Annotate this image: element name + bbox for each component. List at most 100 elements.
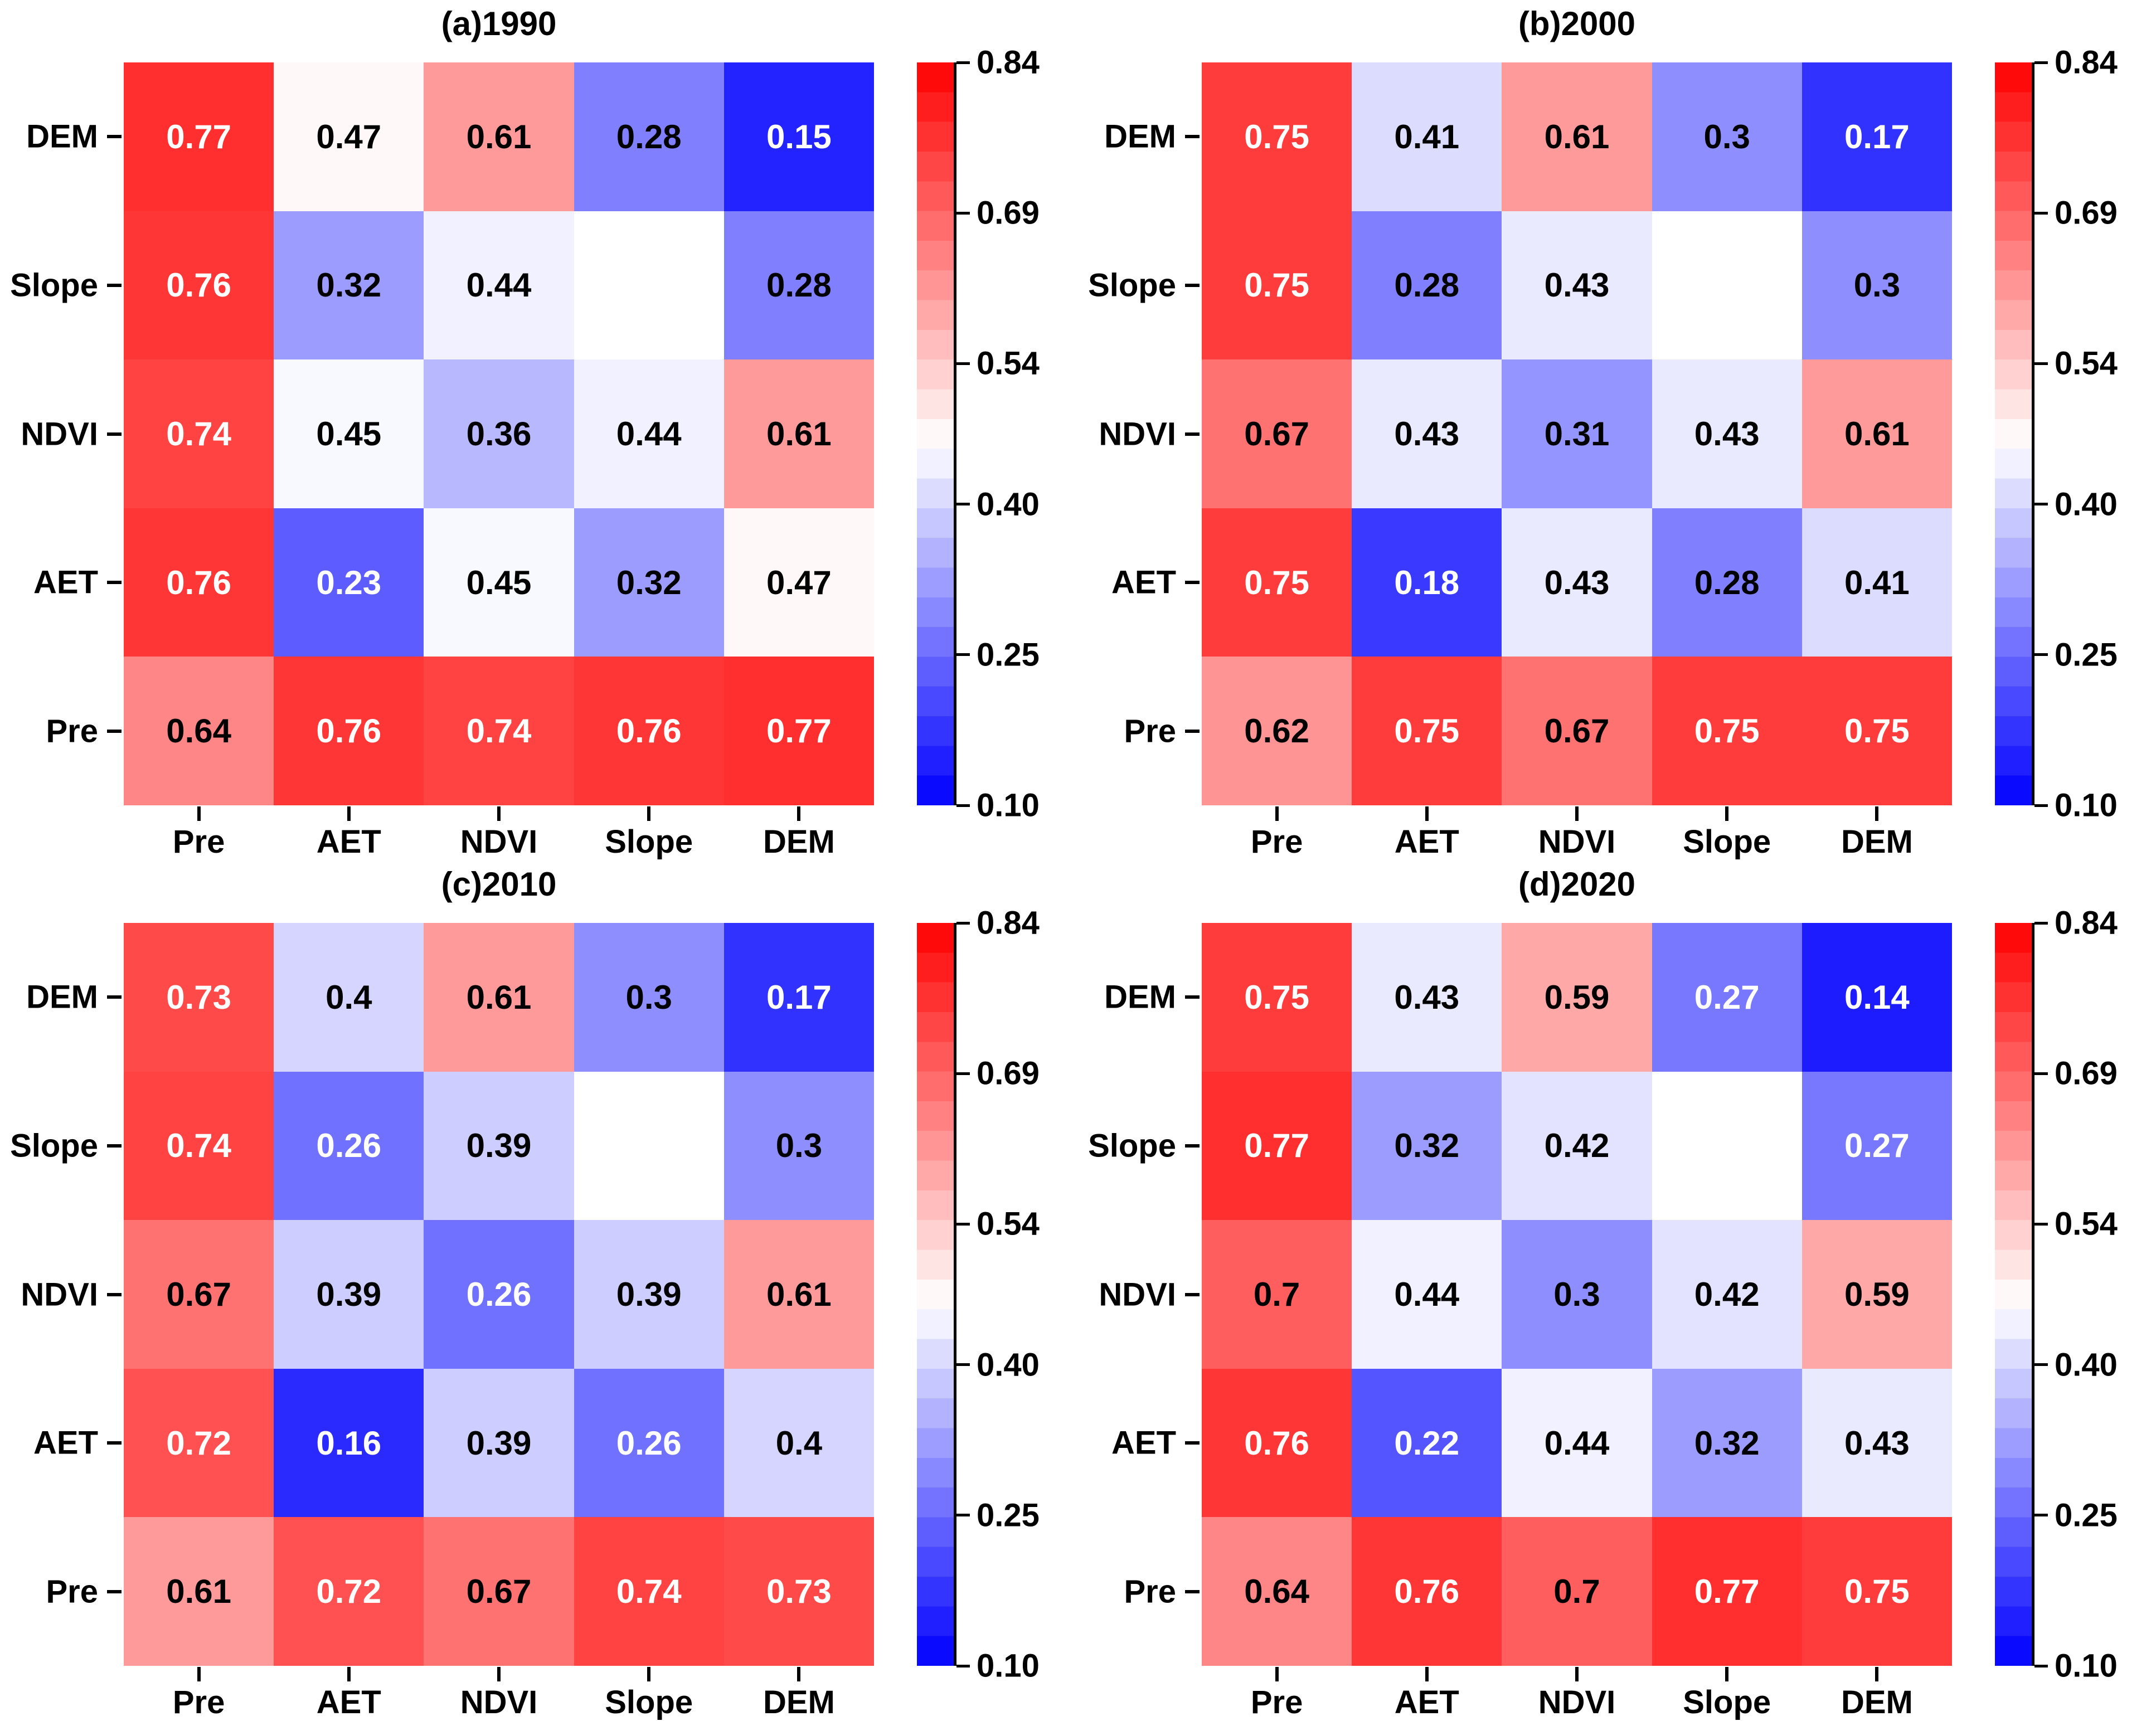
heatmap-cell: 0.28 (723, 211, 874, 360)
heatmap-cell: 0.31 (1502, 359, 1652, 508)
y-axis-tick (107, 729, 122, 733)
heatmap-cell: 0.62 (1202, 657, 1352, 805)
x-axis-tick (647, 806, 651, 821)
colorbar-tick-label: 0.69 (2055, 1055, 2118, 1092)
colorbar-tick (2034, 1664, 2048, 1667)
row-label-ndvi: NDVI (21, 1276, 98, 1312)
row-label-pre: Pre (1124, 1573, 1176, 1610)
heatmap-panel-d: (d)2020 DEM Slope NDVI AET Pre 0.75 0.43 0.59 0… (1078, 860, 2156, 1721)
x-axis-tick (1275, 806, 1279, 821)
heatmap-cell (574, 1071, 724, 1221)
heatmap-cell: 0.39 (274, 1220, 424, 1369)
col-label-aet: AET (316, 824, 381, 860)
y-axis-tick (1185, 1144, 1200, 1148)
col-label-dem: DEM (1841, 824, 1913, 860)
x-axis-tick (1575, 806, 1579, 821)
colorbar-tick-label: 0.25 (2055, 1497, 2118, 1534)
y-axis-labels: DEM Slope NDVI AET Pre (1078, 923, 1202, 1666)
colorbar-tick (956, 1072, 970, 1075)
colorbar-gradient (917, 923, 954, 1666)
heatmap-grid: 0.77 0.47 0.61 0.28 0.15 0.76 0.32 0.44 0.28 0.74… (124, 62, 874, 805)
y-axis-tick (1185, 1292, 1200, 1296)
y-axis-tick (107, 581, 122, 585)
col-label-dem: DEM (763, 1684, 835, 1720)
x-axis-labels: Pre AET NDVI Slope DEM (1202, 805, 1952, 860)
heatmap-cell: 0.67 (424, 1517, 574, 1666)
colorbar-gradient (1995, 923, 2032, 1666)
y-axis-tick (107, 995, 122, 999)
x-axis-tick (1275, 1667, 1279, 1681)
heatmap-cell: 0.39 (424, 1071, 574, 1221)
colorbar-tick (956, 1222, 970, 1226)
y-axis-tick (107, 1589, 122, 1593)
colorbar-tick-label: 0.25 (977, 1497, 1040, 1534)
heatmap-cell: 0.76 (124, 508, 274, 657)
col-label-aet: AET (1394, 1684, 1459, 1720)
row-label-ndvi: NDVI (1099, 1276, 1176, 1312)
col-label-aet: AET (1394, 824, 1459, 860)
colorbar-gradient (917, 62, 954, 805)
heatmap-cell: 0.26 (424, 1220, 574, 1369)
heatmap-cell: 0.32 (1652, 1368, 1802, 1518)
heatmap-cell: 0.45 (274, 359, 424, 508)
heatmap-cell: 0.28 (1352, 211, 1502, 360)
heatmap-cell: 0.4 (274, 923, 424, 1072)
colorbar-tick-label: 0.54 (2055, 1205, 2118, 1242)
colorbar-tick (2034, 1514, 2048, 1517)
x-axis-labels: Pre AET NDVI Slope DEM (124, 805, 874, 860)
heatmap-cell: 0.41 (1352, 62, 1502, 211)
heatmap-cell: 0.77 (1202, 1071, 1352, 1221)
colorbar-tick (956, 1363, 970, 1367)
heatmap-cell: 0.74 (124, 359, 274, 508)
x-axis-tick (347, 1667, 351, 1681)
colorbar-tick (956, 362, 970, 365)
heatmap-cell: 0.74 (424, 657, 574, 805)
colorbar-axis-line (954, 923, 956, 1666)
row-label-slope: Slope (1088, 1127, 1176, 1164)
colorbar-tick-label: 0.10 (2055, 787, 2118, 824)
col-label-ndvi: NDVI (460, 1684, 538, 1720)
heatmap-cell: 0.44 (574, 359, 724, 508)
heatmap-cell: 0.75 (1652, 657, 1802, 805)
heatmap-cell: 0.67 (1202, 359, 1352, 508)
colorbar-tick (956, 653, 970, 657)
colorbar-tick (2034, 921, 2048, 925)
heatmap-cell: 0.16 (274, 1368, 424, 1518)
heatmap-cell: 0.64 (1202, 1517, 1352, 1666)
heatmap-cell: 0.39 (424, 1368, 574, 1518)
x-axis-tick (347, 806, 351, 821)
col-label-slope: Slope (605, 1684, 693, 1720)
colorbar-tick (2034, 1072, 2048, 1075)
heatmap-cell: 0.3 (723, 1071, 874, 1221)
col-label-pre: Pre (1250, 824, 1303, 860)
heatmap-cell: 0.3 (1801, 211, 1952, 360)
row-label-ndvi: NDVI (21, 416, 98, 452)
col-label-dem: DEM (763, 824, 835, 860)
heatmap-cell: 0.44 (424, 211, 574, 360)
heatmap-cell (1652, 211, 1802, 360)
heatmap-cell: 0.76 (1202, 1368, 1352, 1518)
heatmap-cell: 0.42 (1502, 1071, 1652, 1221)
y-axis-labels: DEM Slope NDVI AET Pre (0, 923, 124, 1666)
heatmap-cell: 0.77 (723, 657, 874, 805)
row-label-slope: Slope (10, 1127, 98, 1164)
heatmap-cell: 0.77 (124, 62, 274, 211)
colorbar-tick (956, 211, 970, 215)
col-label-pre: Pre (1250, 1684, 1303, 1720)
heatmap-cell: 0.43 (1352, 359, 1502, 508)
heatmap-cell: 0.61 (1801, 359, 1952, 508)
y-axis-tick (1185, 581, 1200, 585)
heatmap-cell: 0.61 (1502, 62, 1652, 211)
heatmap-cell: 0.3 (1652, 62, 1802, 211)
heatmap-cell: 0.73 (124, 923, 274, 1072)
row-label-aet: AET (1111, 564, 1176, 601)
heatmap-cell: 0.76 (574, 657, 724, 805)
row-label-aet: AET (33, 1425, 98, 1461)
x-axis-tick (197, 1667, 201, 1681)
y-axis-tick (1185, 283, 1200, 287)
colorbar-tick-label: 0.84 (2055, 905, 2118, 941)
col-label-pre: Pre (172, 824, 225, 860)
colorbar-tick-label: 0.25 (977, 636, 1040, 673)
heatmap-cell: 0.36 (424, 359, 574, 508)
